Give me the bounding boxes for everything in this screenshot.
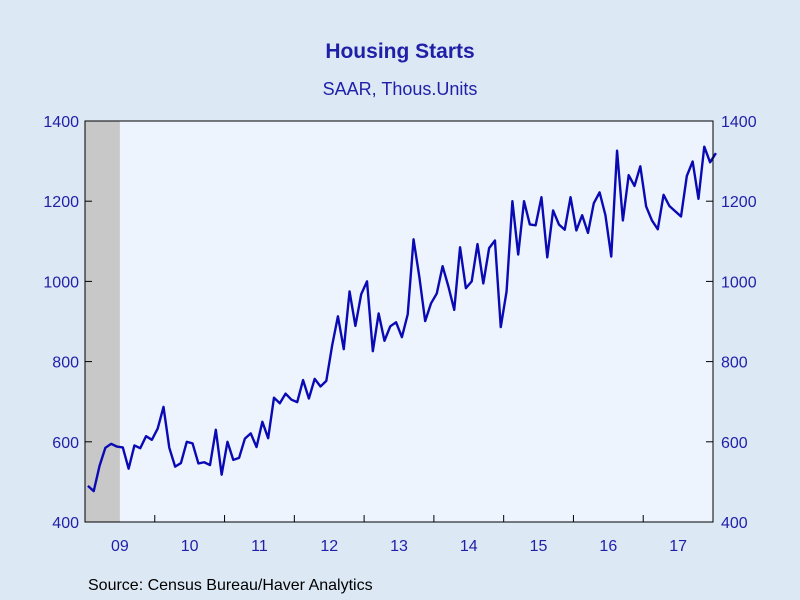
x-tick-label-09: 09	[111, 538, 129, 555]
y-tick-label-left-800: 800	[52, 355, 79, 372]
y-tick-label-right-800: 800	[721, 355, 748, 372]
chart-subtitle: SAAR, Thous.Units	[322, 79, 478, 99]
x-tick-label-11: 11	[251, 538, 268, 555]
x-tick-label-16: 16	[599, 538, 617, 555]
series-line-housing-starts	[87, 145, 717, 493]
x-tick-label-15: 15	[530, 538, 548, 555]
x-tick-label-10: 10	[181, 538, 199, 555]
x-tick-label-13: 13	[390, 538, 408, 555]
plot-area	[85, 121, 713, 522]
y-tick-label-left-400: 400	[52, 515, 79, 532]
y-tick-label-right-400: 400	[721, 515, 748, 532]
x-tick-label-17: 17	[669, 538, 687, 555]
x-tick-label-14: 14	[460, 538, 478, 555]
source-note: Source: Census Bureau/Haver Analytics	[88, 577, 373, 594]
chart-title: Housing Starts	[325, 40, 475, 63]
y-tick-label-right-600: 600	[721, 435, 748, 452]
x-tick-label-12: 12	[320, 538, 338, 555]
y-tick-label-right-1000: 1000	[721, 274, 757, 291]
recession-shading	[85, 121, 120, 522]
y-tick-label-left-1400: 1400	[43, 114, 79, 131]
plot-border	[84, 120, 714, 523]
y-tick-label-left-1200: 1200	[43, 194, 79, 211]
y-tick-label-right-1400: 1400	[721, 114, 757, 131]
y-tick-label-left-600: 600	[52, 435, 79, 452]
y-tick-label-left-1000: 1000	[43, 274, 79, 291]
y-tick-label-right-1200: 1200	[721, 194, 757, 211]
